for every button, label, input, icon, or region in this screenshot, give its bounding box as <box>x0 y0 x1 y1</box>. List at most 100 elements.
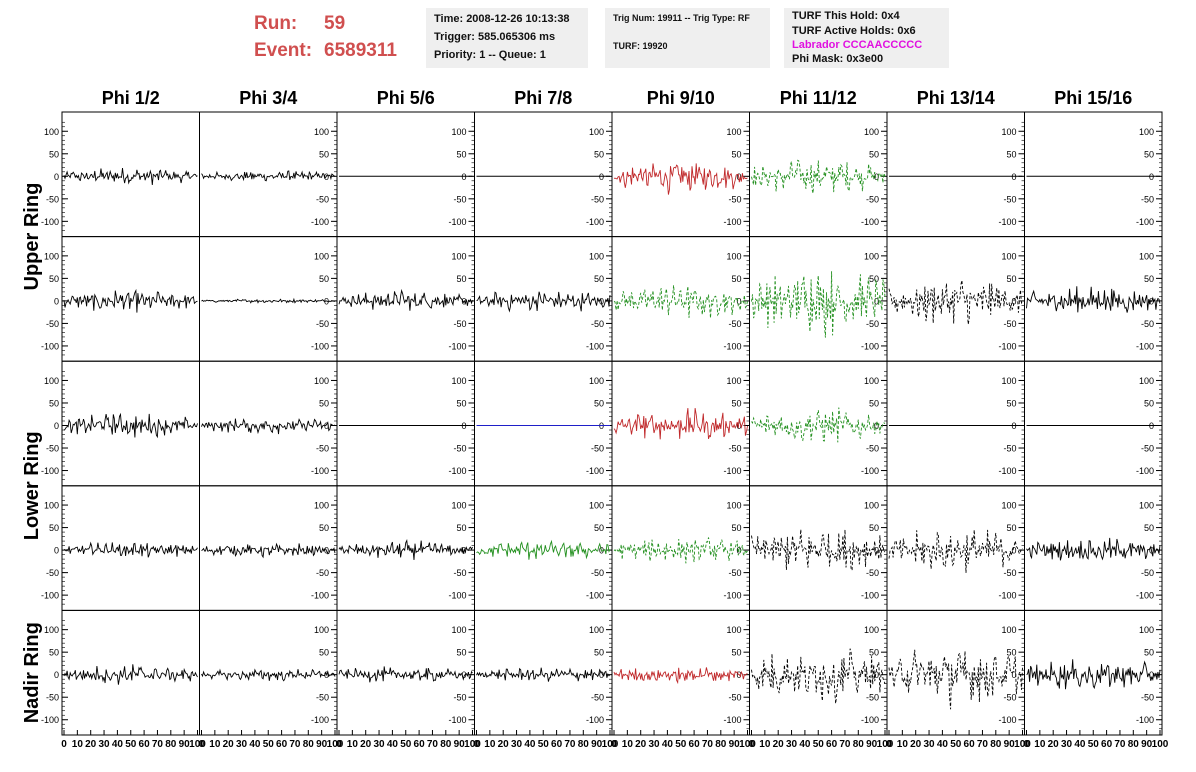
x-tick-label: 30 <box>373 739 385 750</box>
y-tick-label: 0 <box>54 546 59 556</box>
y-tick-label: 100 <box>314 501 329 511</box>
x-tick-label: 20 <box>773 739 785 750</box>
waveform-trace <box>613 408 748 440</box>
y-tick-label: 0 <box>1011 670 1016 680</box>
x-tick-label: 30 <box>98 739 110 750</box>
waveform-trace <box>63 168 198 186</box>
y-tick-label: -50 <box>316 194 329 204</box>
y-tick-label: -100 <box>41 341 59 351</box>
y-tick-label: -100 <box>1136 715 1154 725</box>
x-tick-label: 90 <box>316 739 328 750</box>
y-tick-label: 50 <box>594 523 604 533</box>
x-tick-label: 90 <box>1141 739 1153 750</box>
waveform-trace <box>201 418 336 435</box>
y-tick-label: -100 <box>1136 217 1154 227</box>
event-label: Event: <box>254 40 313 61</box>
y-tick-label: -50 <box>46 444 59 454</box>
y-tick-label: -50 <box>591 693 604 703</box>
x-tick-label: 40 <box>387 739 399 750</box>
y-tick-label: 50 <box>319 274 329 284</box>
y-tick-label: -100 <box>41 466 59 476</box>
x-tick-label: 80 <box>303 739 315 750</box>
y-tick-label: 100 <box>864 376 879 386</box>
x-tick-label: 40 <box>524 739 536 750</box>
run-label: Run: <box>254 13 298 34</box>
column-title: Phi 15/16 <box>1054 88 1132 108</box>
y-tick-label: 0 <box>874 296 879 306</box>
y-tick-label: 50 <box>456 523 466 533</box>
waveform-trace <box>613 667 748 685</box>
y-tick-label: 0 <box>874 421 879 431</box>
y-tick-label: 100 <box>451 376 466 386</box>
turf-text: TURF: 19920 <box>613 41 668 51</box>
y-tick-label: -100 <box>723 715 741 725</box>
y-tick-label: 100 <box>1001 376 1016 386</box>
x-tick-label: 20 <box>498 739 510 750</box>
y-tick-label: -100 <box>861 466 879 476</box>
y-tick-label: 100 <box>1139 501 1154 511</box>
x-tick-label: 30 <box>511 739 523 750</box>
y-tick-label: -100 <box>998 591 1016 601</box>
y-tick-label: -50 <box>46 693 59 703</box>
y-tick-label: 100 <box>726 251 741 261</box>
x-tick-label: 100 <box>1152 739 1169 750</box>
y-tick-label: 100 <box>589 127 604 137</box>
x-tick-label: 30 <box>786 739 798 750</box>
x-tick-label: 0 <box>61 739 67 750</box>
ring-label: Nadir Ring <box>21 622 43 723</box>
x-tick-label: 40 <box>1074 739 1086 750</box>
waveform-trace <box>751 271 886 338</box>
y-tick-label: 100 <box>1001 127 1016 137</box>
waveform-trace <box>201 170 336 182</box>
x-tick-label: 90 <box>866 739 878 750</box>
y-tick-label: 50 <box>869 274 879 284</box>
column-title: Phi 9/10 <box>647 88 715 108</box>
y-tick-label: -100 <box>861 217 879 227</box>
y-tick-label: -100 <box>723 217 741 227</box>
y-tick-label: -50 <box>866 693 879 703</box>
y-tick-label: 50 <box>319 149 329 159</box>
waveform-trace <box>63 412 198 439</box>
y-tick-label: -100 <box>1136 341 1154 351</box>
x-tick-label: 90 <box>729 739 741 750</box>
waveform-trace <box>751 407 886 443</box>
x-tick-label: 0 <box>749 739 755 750</box>
y-tick-label: -50 <box>453 194 466 204</box>
y-tick-label: -50 <box>453 444 466 454</box>
y-tick-label: 100 <box>589 376 604 386</box>
waveform-trace <box>476 667 611 682</box>
y-tick-label: 100 <box>44 625 59 635</box>
y-tick-label: -100 <box>586 341 604 351</box>
labrador-text: Labrador CCCAACCCCC <box>792 39 923 51</box>
y-tick-label: -100 <box>448 715 466 725</box>
waveform-trace <box>751 159 886 194</box>
y-tick-label: -100 <box>861 341 879 351</box>
y-tick-label: 50 <box>731 523 741 533</box>
x-tick-label: 70 <box>839 739 851 750</box>
y-tick-label: -50 <box>453 319 466 329</box>
y-tick-label: 50 <box>731 149 741 159</box>
x-tick-label: 100 <box>739 739 756 750</box>
turf-this-hold-text: TURF This Hold: 0x4 <box>792 10 900 22</box>
x-tick-label: 40 <box>112 739 124 750</box>
y-tick-label: -50 <box>1141 444 1154 454</box>
event-value: 6589311 <box>324 40 397 61</box>
run-row: Run: 59 <box>254 10 397 37</box>
y-tick-label: 0 <box>736 670 741 680</box>
x-tick-label: 90 <box>179 739 191 750</box>
y-tick-label: -50 <box>1141 693 1154 703</box>
y-tick-label: 50 <box>1144 274 1154 284</box>
run-event-block: Run: 59 Event: 6589311 <box>254 10 397 64</box>
x-tick-label: 0 <box>1024 739 1030 750</box>
y-tick-label: -50 <box>728 194 741 204</box>
